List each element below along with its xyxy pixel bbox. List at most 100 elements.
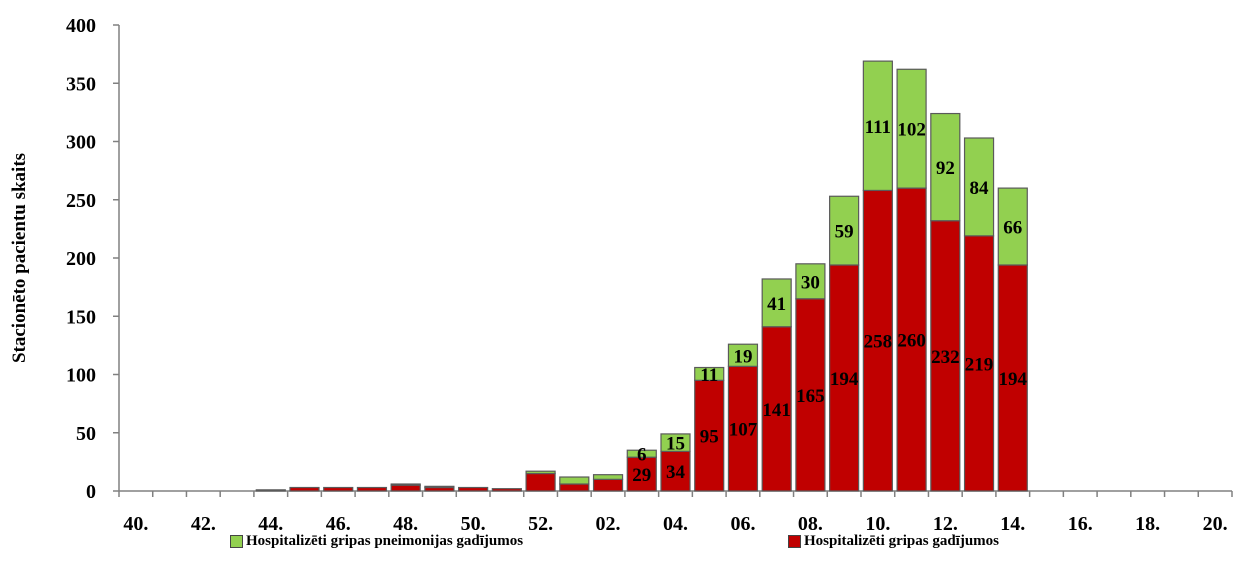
bar-segment-pneumonia: [930, 112, 961, 222]
axes: [113, 24, 1233, 497]
bar-segment-influenza: [930, 220, 961, 492]
x-tick-label: 44.: [258, 513, 283, 535]
legend-label-pneumonia: Hospitalizēti gripas pneimonijas gadījum…: [246, 533, 524, 549]
x-tick-label: 08.: [798, 513, 823, 535]
bar-segment-influenza: [289, 486, 320, 492]
bar-segment-influenza: [660, 450, 691, 492]
x-tick-label: 48.: [393, 513, 418, 535]
data-label-influenza: 34: [666, 462, 686, 483]
data-label-influenza: 95: [700, 427, 719, 448]
bar-segment-pneumonia: [390, 483, 421, 486]
data-label-influenza: 258: [864, 332, 893, 353]
bar-segment-pneumonia: [559, 476, 590, 485]
bar-segment-pneumonia: [963, 137, 995, 237]
y-axis-title-text: Stacionēto pacientu skaits: [9, 153, 30, 363]
data-label-influenza: 232: [931, 347, 960, 368]
bar-segment-influenza: [963, 235, 995, 492]
bar-segment-pneumonia: [761, 278, 792, 328]
bar-segment-influenza: [997, 264, 1028, 492]
bar-segment-pneumonia: [997, 187, 1028, 266]
x-tick-label: 20.: [1203, 513, 1228, 535]
data-label-pneumonia: 59: [835, 222, 854, 243]
y-tick-label: 50: [76, 423, 96, 445]
y-tick-label: 100: [66, 365, 96, 387]
bar-segment-influenza: [896, 187, 927, 492]
legend-swatch-red: [788, 535, 801, 548]
data-label-pneumonia: 15: [666, 434, 685, 455]
y-axis-title: Stacionēto pacientu skaits: [9, 153, 30, 363]
bar-segment-influenza: [592, 478, 624, 492]
bar-segment-influenza: [323, 486, 354, 492]
bar-segment-pneumonia: [694, 366, 725, 381]
data-label-influenza: 165: [796, 386, 825, 407]
legend-label-influenza: Hospitalizēti gripas gadījumos: [804, 533, 1000, 549]
y-tick-label: 200: [66, 248, 96, 270]
legend-item-influenza: Hospitalizēti gripas gadījumos: [788, 533, 999, 550]
x-tick-labels: 40. 42. 44. 46. 48. 50. 52. 02. 04. 06. 08. 10. 12. 1…: [123, 513, 1227, 535]
x-tick-label: 10.: [865, 513, 890, 535]
data-label-pneumonia: 19: [733, 346, 752, 367]
legend-item-pneumonia: Hospitalizēti gripas pneimonijas gadījum…: [230, 533, 523, 550]
data-label-pneumonia: 11: [700, 365, 718, 386]
data-label-influenza: 194: [999, 369, 1028, 390]
y-tick-label: 150: [66, 306, 96, 328]
data-label-influenza: 29: [632, 465, 651, 486]
bar-segment-influenza: [491, 488, 522, 492]
data-label-pneumonia: 66: [1003, 218, 1022, 239]
x-tick-label: 12.: [933, 513, 958, 535]
x-tick-label: 40.: [123, 513, 148, 535]
y-tick-label: 0: [86, 481, 96, 503]
bar-segment-influenza: [694, 379, 725, 492]
bar-segment-influenza: [829, 264, 860, 492]
bar-segment-influenza: [761, 326, 792, 492]
bar-segment-influenza: [525, 472, 556, 492]
y-tick-label: 350: [66, 73, 96, 95]
bar-segment-influenza: [458, 486, 489, 492]
bar-segment-pneumonia: [660, 433, 691, 452]
data-label-pneumonia: 30: [801, 272, 820, 293]
data-label-pneumonia: 111: [865, 117, 891, 138]
bar-segment-pneumonia: [795, 263, 826, 300]
y-tick-labels: 0 50 100 150 200 250 300 350 400: [66, 15, 96, 503]
x-tick-label: 18.: [1135, 513, 1160, 535]
data-label-pneumonia: 84: [970, 178, 990, 199]
data-label-pneumonia: 41: [767, 294, 786, 315]
bar-segment-pneumonia: [424, 485, 455, 489]
legend-swatch-green: [230, 535, 243, 548]
data-label-pneumonia: 92: [936, 158, 955, 179]
data-label-influenza: 260: [897, 331, 926, 352]
bar-segment-influenza: [862, 189, 893, 492]
x-tick-label: 50.: [461, 513, 486, 535]
data-label-pneumonia: 6: [637, 445, 647, 466]
x-tick-label: 52.: [528, 513, 553, 535]
bars: [255, 60, 1028, 492]
bar-segment-pneumonia: [626, 449, 657, 458]
bar-segment-pneumonia: [592, 474, 624, 480]
bar-segment-pneumonia: [896, 68, 927, 189]
y-tick-label: 300: [66, 132, 96, 154]
x-tick-label: 16.: [1068, 513, 1093, 535]
bar-labels: 296 34 15 95 11 107 19 141 41 165 30 194 59 258 111 260…: [632, 117, 1027, 486]
bar-segment-pneumonia: [727, 343, 759, 367]
x-tick-label: 14.: [1000, 513, 1025, 535]
bar-segment-pneumonia: [862, 60, 893, 192]
x-tick-label: 04.: [663, 513, 688, 535]
bar-segment-influenza: [356, 486, 388, 492]
bar-segment-influenza: [559, 483, 590, 492]
data-label-influenza: 141: [762, 400, 791, 421]
bar-segment-influenza: [255, 489, 286, 492]
y-tick-label: 400: [66, 15, 96, 37]
bar-segment-influenza: [727, 365, 759, 492]
bar-segment-influenza: [390, 484, 421, 492]
bar-segment-pneumonia: [525, 470, 556, 475]
x-tick-label: 46.: [326, 513, 351, 535]
x-tick-label: 02.: [596, 513, 621, 535]
y-tick-label: 250: [66, 190, 96, 212]
x-tick-label: 06.: [730, 513, 755, 535]
data-label-influenza: 107: [729, 420, 758, 441]
data-label-influenza: 194: [830, 369, 859, 390]
x-tick-label: 42.: [191, 513, 216, 535]
data-label-influenza: 219: [965, 354, 994, 375]
data-label-pneumonia: 102: [897, 120, 926, 141]
